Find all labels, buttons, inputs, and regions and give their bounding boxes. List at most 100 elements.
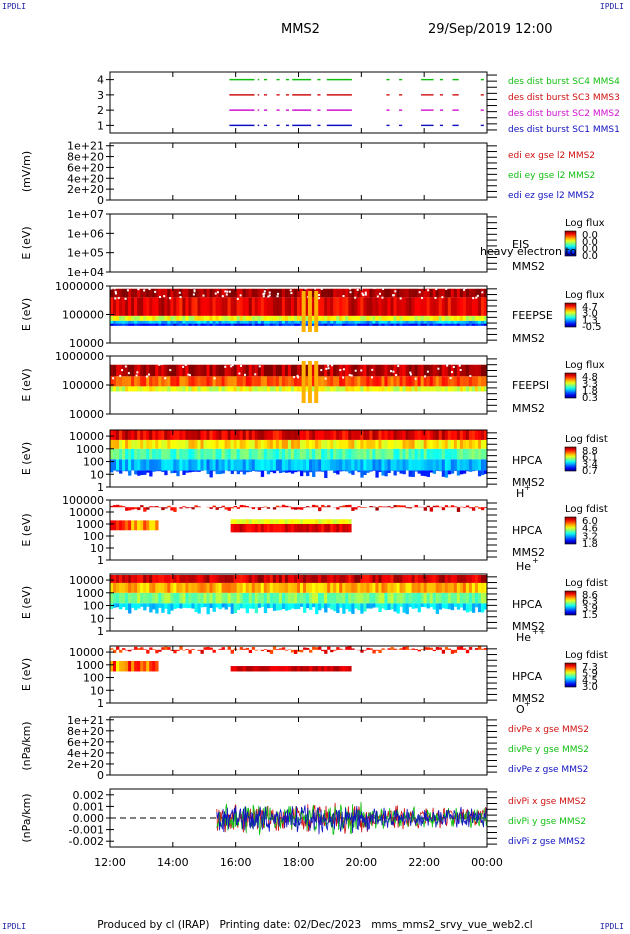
spectrogram-cell [318,575,322,583]
spectrogram-cell [155,288,159,298]
spectrogram-cell [303,439,307,449]
spectrogram-cell [399,376,403,387]
spectrogram-cell [293,376,298,387]
spectrogram-cell [293,439,298,449]
spectrogram-cell [312,376,316,387]
spectrogram-cell [110,459,114,471]
spectrogram-cell [402,364,406,377]
spectrogram-cell [330,315,334,321]
spectrogram-cell [194,364,198,377]
spectrogram-cell [474,288,479,298]
spectrogram-cell [191,376,195,387]
spectrogram-cell [197,575,201,583]
spectrogram-cell [260,666,265,672]
spectrogram-cell [303,519,307,524]
spectrogram-cell [269,288,274,298]
spectrogram-cell [203,364,207,377]
spectrogram-cell [387,648,391,650]
spectrogram-cell [369,448,373,460]
spectrogram-cell [296,288,301,298]
spectrogram-cell [438,575,443,583]
spectrogram-cell [116,575,120,583]
spectrogram-cell [369,582,373,593]
spectrogram-cell [483,459,488,471]
spectrogram-cell [197,315,201,321]
spectrogram-cell [375,323,379,326]
spectrogram-cell [405,376,409,387]
spectrogram-cell [137,660,141,672]
spectrogram-cell [194,297,198,316]
spectrogram-gap [263,290,266,293]
spectrogram-cell [333,364,337,377]
spectrogram-cell [212,459,216,471]
spectrogram-cell [203,430,207,440]
spectrogram-cell [318,470,322,472]
spectrogram-cell [239,524,244,533]
spectrogram-cell [263,524,268,533]
spectrogram-cell [260,448,265,460]
spectrogram-gap [354,296,357,299]
spectrogram-cell [188,592,192,604]
spectrogram-gap [143,289,146,292]
spectrogram-cell [324,364,328,377]
legend-entry: des dist burst SC3 MMS3 [508,93,620,103]
spectrogram-cell [480,470,485,475]
spectrogram-cell [296,376,301,387]
spectrogram-cell [296,315,301,321]
spectrogram-cell [149,320,153,324]
spectrogram-cell [312,439,316,449]
spectrogram-cell [438,386,443,392]
spectrogram-cell [429,507,434,512]
spectrogram-cell [122,364,126,377]
spectrogram-cell [188,323,192,326]
spectrogram-cell [290,519,295,524]
spectrogram-cell [218,430,222,440]
spectrogram-cell [336,364,340,377]
spectrogram-cell [366,448,370,460]
spectrogram-cell [333,315,337,321]
spectrogram-cell [221,320,225,324]
spectrogram-cell [149,506,153,508]
spectrogram-cell [131,582,135,593]
spectrogram-cell [296,320,301,324]
spectrogram-cell [327,430,331,440]
spectrogram-gap [371,376,374,379]
spectrogram-cell [173,376,177,387]
spectrogram-cell [426,592,430,604]
y-tick-label: 100 [83,530,104,543]
spectrogram-cell [339,470,343,472]
spectrogram-cell [125,592,129,604]
spectrogram-cell [170,386,174,392]
spectrogram-cell [227,439,231,449]
spectrogram-gap [193,289,196,292]
spectrogram-cell [143,297,147,316]
spectrogram-cell [221,575,225,583]
spectrogram-cell [459,323,464,326]
y-axis-label: (nPa/km) [20,793,33,842]
spectrogram-cell [312,519,316,524]
spectrogram-cell [197,320,201,324]
spectrogram-cell [423,386,427,392]
spectrogram-cell [402,646,406,650]
spectrogram-cell [131,575,135,583]
series-line-blue [216,805,487,835]
spectrogram-cell [272,666,277,672]
colorbar-tick-label: 3.4 [582,459,598,470]
spectrogram-cell [110,603,114,609]
spectrogram-cell [284,439,289,449]
spectrogram-cell [453,386,458,392]
spectrogram-cell [251,603,256,609]
spectrogram-cell [116,439,120,449]
spectrogram-cell [336,323,340,326]
spectrogram-gap [409,371,412,374]
spectrogram-cell [447,648,452,650]
spectrogram-cell [360,592,364,604]
spectrogram-cell [263,575,268,583]
spectrogram-cell [414,603,418,609]
spectrogram-cell [284,505,289,508]
spectrogram-cell [408,297,412,316]
spectrogram-cell [309,439,313,449]
spectrogram-cell [245,519,250,524]
spectrogram-cell [372,592,376,604]
spectrogram-cell [483,430,488,440]
